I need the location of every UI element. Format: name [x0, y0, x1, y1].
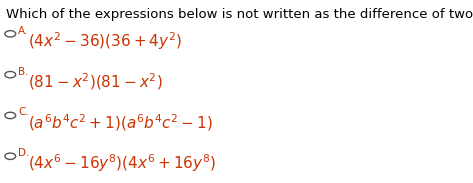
Text: B.: B. [18, 67, 29, 77]
Text: C.: C. [18, 107, 29, 117]
Text: $(81-x^2)(81-x^2)$: $(81-x^2)(81-x^2)$ [28, 71, 163, 92]
Text: Which of the expressions below is not written as the difference of two squares?: Which of the expressions below is not wr… [6, 8, 473, 21]
Text: $(a^6b^4c^2+1)(a^6b^4c^2-1)$: $(a^6b^4c^2+1)(a^6b^4c^2-1)$ [28, 112, 213, 133]
Text: $(4x^2-36)(36+4y^2)$: $(4x^2-36)(36+4y^2)$ [28, 30, 182, 52]
Text: $(4x^6-16y^8)(4x^6+16y^8)$: $(4x^6-16y^8)(4x^6+16y^8)$ [28, 153, 216, 174]
Text: D.: D. [18, 148, 30, 158]
Text: A.: A. [18, 26, 29, 36]
